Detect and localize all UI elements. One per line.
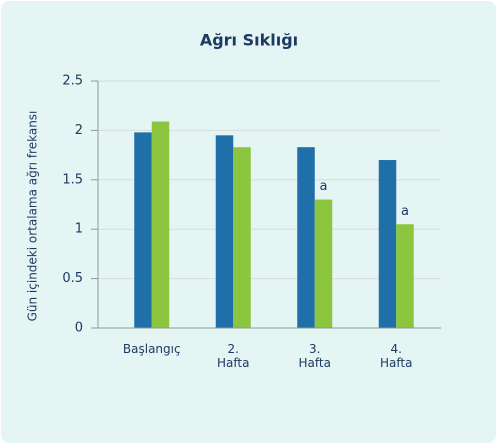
x-tick-label: 3. Hafta xyxy=(298,342,331,370)
x-tick-label: 4. Hafta xyxy=(380,342,413,370)
annotation: a xyxy=(320,179,328,194)
x-tick-label: Başlangıç xyxy=(122,342,181,356)
y-tick-label: 1 xyxy=(75,222,83,237)
y-axis-label: Gün içindeki ortalama ağrı frekansı xyxy=(26,111,40,322)
bar xyxy=(233,147,251,328)
y-tick-label: 0 xyxy=(75,321,83,336)
y-tick-label: 2 xyxy=(75,123,83,138)
bar xyxy=(396,224,414,328)
bar xyxy=(215,135,234,328)
y-tick-label: 0.5 xyxy=(62,271,83,286)
y-tick-label: 1.5 xyxy=(62,172,83,187)
bar xyxy=(297,147,315,328)
bar xyxy=(134,132,152,328)
bar xyxy=(314,199,333,328)
x-tick-label: 2. Hafta xyxy=(217,342,250,370)
annotation: a xyxy=(401,204,409,219)
bar xyxy=(378,160,397,328)
chart-title: Ağrı Sıklığı xyxy=(200,31,298,50)
y-tick-label: 2.5 xyxy=(62,74,83,89)
bar xyxy=(151,121,170,329)
